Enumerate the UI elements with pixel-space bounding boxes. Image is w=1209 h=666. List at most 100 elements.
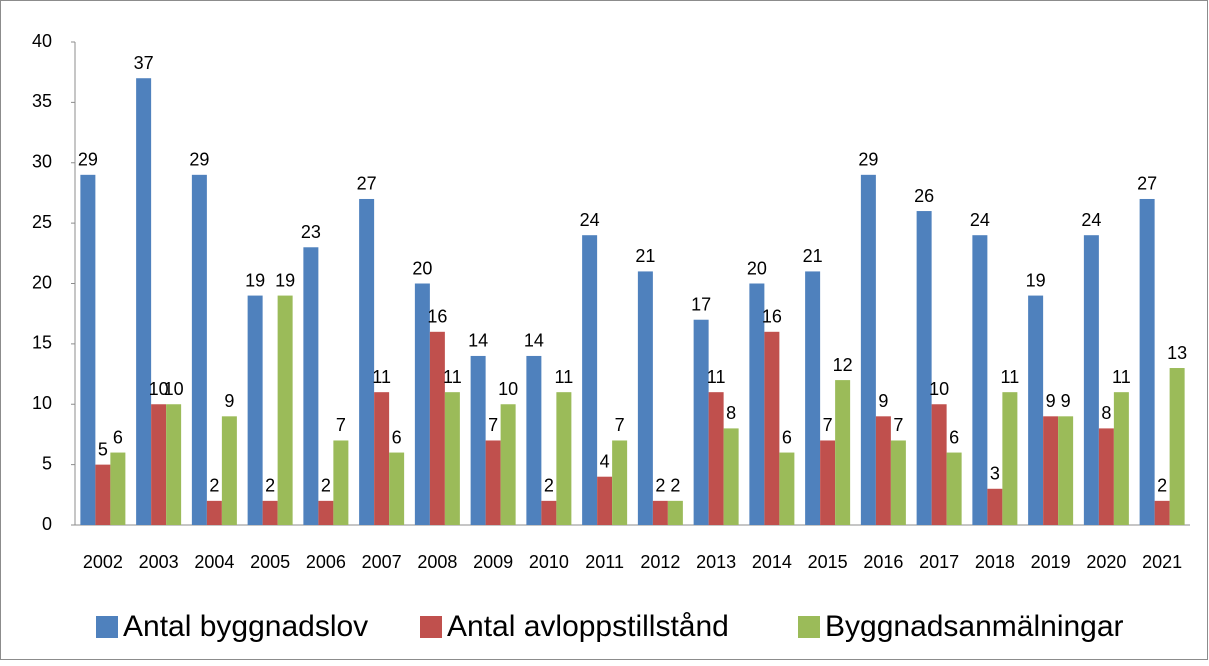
bar bbox=[414, 283, 430, 525]
y-tick-label: 15 bbox=[32, 333, 52, 353]
bar bbox=[890, 440, 906, 525]
data-label: 19 bbox=[245, 270, 265, 290]
data-label: 14 bbox=[468, 331, 488, 351]
bar bbox=[110, 452, 126, 525]
bar bbox=[597, 476, 613, 525]
y-tick-label: 35 bbox=[32, 91, 52, 111]
bar bbox=[541, 500, 557, 525]
data-label: 20 bbox=[412, 258, 432, 278]
bar bbox=[1043, 416, 1059, 525]
data-label: 9 bbox=[1046, 391, 1056, 411]
data-label: 10 bbox=[498, 379, 518, 399]
data-label: 11 bbox=[555, 367, 574, 387]
bar bbox=[556, 392, 572, 525]
x-tick-label: 2016 bbox=[863, 552, 903, 572]
data-label: 4 bbox=[600, 451, 610, 471]
bar bbox=[206, 500, 222, 525]
data-label: 20 bbox=[747, 258, 767, 278]
bar bbox=[303, 247, 319, 525]
x-tick-label: 2021 bbox=[1142, 552, 1182, 572]
bar bbox=[374, 392, 390, 525]
x-tick-label: 2004 bbox=[194, 552, 234, 572]
x-tick-label: 2008 bbox=[417, 552, 457, 572]
legend-swatch bbox=[798, 616, 820, 638]
bar bbox=[875, 416, 891, 525]
bar bbox=[221, 416, 237, 525]
data-label: 13 bbox=[1167, 343, 1187, 363]
data-label: 2 bbox=[655, 476, 665, 496]
data-label: 10 bbox=[929, 379, 949, 399]
bar bbox=[277, 295, 293, 525]
data-label: 16 bbox=[762, 307, 782, 327]
bar bbox=[1154, 500, 1170, 525]
legend-label: Byggnadsanmälningar bbox=[825, 610, 1124, 643]
data-label: 23 bbox=[301, 222, 321, 242]
bar bbox=[1113, 392, 1129, 525]
bar bbox=[333, 440, 349, 525]
data-label: 9 bbox=[878, 391, 888, 411]
bar bbox=[1139, 198, 1155, 525]
data-label: 16 bbox=[427, 307, 447, 327]
bar bbox=[779, 452, 795, 525]
y-tick-label: 25 bbox=[32, 212, 52, 232]
bar bbox=[359, 198, 375, 525]
bar bbox=[80, 174, 96, 525]
bar bbox=[667, 500, 683, 525]
bar bbox=[693, 319, 709, 525]
bar bbox=[946, 452, 962, 525]
bar bbox=[500, 404, 516, 525]
bar bbox=[526, 355, 542, 525]
legend-label: Antal byggnadslov bbox=[123, 610, 368, 643]
data-label: 2 bbox=[544, 476, 554, 496]
y-tick-label: 20 bbox=[32, 272, 52, 292]
data-label: 2 bbox=[1157, 476, 1167, 496]
data-label: 6 bbox=[113, 427, 123, 447]
data-label: 17 bbox=[691, 294, 711, 314]
data-label: 9 bbox=[1061, 391, 1071, 411]
x-tick-label: 2009 bbox=[473, 552, 513, 572]
bar bbox=[805, 271, 821, 525]
x-tick-label: 2017 bbox=[919, 552, 959, 572]
bar bbox=[652, 500, 668, 525]
x-tick-label: 2012 bbox=[640, 552, 680, 572]
y-tick-label: 40 bbox=[32, 31, 52, 51]
data-label: 11 bbox=[443, 367, 462, 387]
data-label: 12 bbox=[833, 355, 853, 375]
y-tick-label: 30 bbox=[32, 152, 52, 172]
x-tick-label: 2013 bbox=[696, 552, 736, 572]
bar bbox=[612, 440, 628, 525]
x-tick-label: 2014 bbox=[752, 552, 792, 572]
legend-label: Antal avloppstillstånd bbox=[447, 610, 729, 643]
data-label: 2 bbox=[265, 476, 275, 496]
bar bbox=[931, 404, 947, 525]
data-label: 6 bbox=[949, 427, 959, 447]
bar bbox=[470, 355, 486, 525]
bar bbox=[1058, 416, 1074, 525]
data-label: 5 bbox=[98, 439, 108, 459]
bar bbox=[151, 404, 167, 525]
legend-swatch bbox=[96, 616, 118, 638]
data-label: 27 bbox=[357, 174, 377, 194]
data-label: 21 bbox=[803, 246, 823, 266]
bar bbox=[582, 235, 598, 525]
data-label: 2 bbox=[321, 476, 331, 496]
y-tick-label: 10 bbox=[32, 393, 52, 413]
x-tick-label: 2003 bbox=[139, 552, 179, 572]
data-label: 27 bbox=[1137, 174, 1157, 194]
data-label: 11 bbox=[707, 367, 726, 387]
bar bbox=[95, 464, 111, 525]
data-label: 24 bbox=[1081, 210, 1101, 230]
data-label: 7 bbox=[336, 415, 346, 435]
bar bbox=[916, 211, 932, 526]
x-tick-label: 2010 bbox=[529, 552, 569, 572]
bar bbox=[136, 78, 152, 525]
bar bbox=[749, 283, 765, 525]
x-tick-label: 2018 bbox=[975, 552, 1015, 572]
bar bbox=[444, 392, 460, 525]
data-label: 11 bbox=[372, 367, 391, 387]
data-label: 11 bbox=[1112, 367, 1131, 387]
bar bbox=[262, 500, 278, 525]
y-tick-label: 5 bbox=[42, 453, 52, 473]
data-label: 2 bbox=[670, 476, 680, 496]
